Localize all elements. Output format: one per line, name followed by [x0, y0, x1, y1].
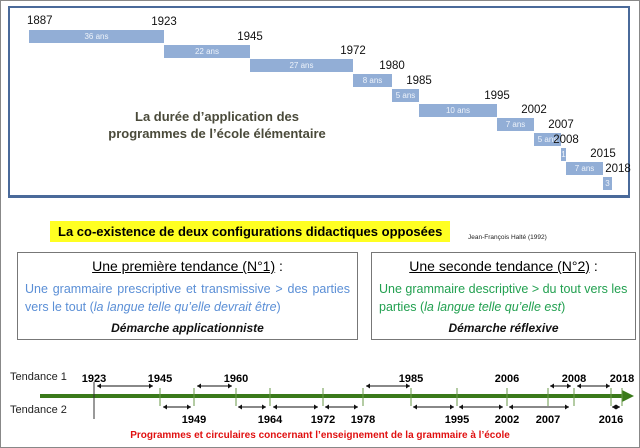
year-label: 1887 — [27, 15, 53, 27]
duration-bar: 5 ans — [392, 88, 419, 102]
arrowhead — [354, 404, 358, 410]
arrowhead — [238, 404, 242, 410]
top-year-label: 2018 — [610, 373, 634, 385]
tendance-2-title: Une seconde tendance (N°2) : — [409, 258, 598, 274]
bottom-year-label: 2016 — [599, 414, 623, 426]
duration-bar: 7 ans — [497, 118, 534, 132]
tendance-2-box: Une seconde tendance (N°2) : Une grammai… — [371, 252, 636, 340]
timeline-caption: Programmes et circulaires concernant l’e… — [130, 430, 510, 441]
durations-panel: 1887 36 ans 1923 22 ans 1945 27 ans 1972 8 ans 1… — [8, 6, 631, 198]
arrowhead — [577, 383, 581, 389]
year-label: 1995 — [484, 89, 510, 102]
duration-bar: 36 ans — [29, 30, 164, 43]
tendance-1-box: Une première tendance (N°1) : Une gramma… — [17, 252, 358, 340]
arrowhead — [163, 404, 167, 410]
top-year-label: 1960 — [224, 373, 248, 385]
arrowhead — [499, 404, 503, 410]
bottom-year-label: 1964 — [258, 414, 283, 426]
year-label: 2018 — [605, 163, 631, 175]
arrowhead — [366, 383, 370, 389]
panel-title: La durée d’application des programmes de… — [102, 108, 332, 142]
year-label: 1923 — [151, 16, 177, 28]
year-label: 2002 — [521, 104, 547, 117]
arrowhead — [406, 383, 410, 389]
year-label: 2015 — [590, 148, 616, 161]
duration-bar: 5 ans — [534, 132, 561, 146]
arrowhead — [459, 404, 463, 410]
citation: Jean-François Halté (1992) — [468, 234, 547, 241]
arrowhead — [262, 404, 266, 410]
arrowhead — [273, 404, 277, 410]
top-year-label: 1923 — [82, 373, 106, 385]
arrowhead — [450, 404, 454, 410]
top-year-label: 2006 — [495, 373, 519, 385]
arrowhead — [228, 383, 232, 389]
bottom-year-label: 1949 — [182, 414, 206, 426]
tendance-1-demarche: Démarche applicationniste — [111, 321, 264, 335]
year-label: 1980 — [379, 60, 405, 73]
bottom-year-label: 2007 — [536, 414, 560, 426]
top-year-label: 1985 — [399, 373, 423, 385]
year-label: 2007 — [548, 118, 574, 131]
arrowhead — [509, 404, 513, 410]
year-label: 1985 — [406, 74, 432, 87]
arrowhead — [325, 404, 329, 410]
tendance-2-text: Une grammaire descriptive > du tout vers… — [379, 282, 628, 314]
bottom-year-label: 1978 — [351, 414, 375, 426]
arrowhead — [606, 383, 610, 389]
title-line-2: programmes de l’école élémentaire — [108, 126, 326, 141]
arrowhead — [149, 383, 153, 389]
arrowhead — [97, 383, 101, 389]
duration-bar: 22 ans — [164, 44, 250, 58]
title-line-1: La durée d’application des — [135, 109, 299, 124]
tendance-2-label: Tendance 2 — [10, 404, 67, 416]
duration-bar: 10 ans — [419, 103, 497, 117]
arrowhead — [567, 383, 571, 389]
arrowhead — [612, 404, 616, 410]
arrowhead — [565, 404, 569, 410]
bottom-year-label: 2002 — [495, 414, 519, 426]
arrowhead — [550, 383, 554, 389]
year-label: 1972 — [340, 45, 366, 58]
tendance-1-title: Une première tendance (N°1) : — [92, 258, 283, 274]
year-label: 2008 — [553, 133, 579, 146]
arrowhead — [314, 404, 318, 410]
duration-bar: 7 ans — [566, 162, 603, 176]
tendance-1-label: Tendance 1 — [10, 371, 67, 383]
top-year-label: 1945 — [148, 373, 172, 385]
highlight-heading: La co-existence de deux configurations d… — [50, 221, 451, 242]
tendance-2-demarche: Démarche réflexive — [448, 321, 559, 335]
duration-bar: 1 — [561, 147, 566, 161]
arrowhead — [187, 404, 191, 410]
bottom-year-label: 1972 — [311, 414, 335, 426]
tendance-1-text: Une grammaire prescriptive et transmissi… — [25, 282, 350, 314]
year-label: 1945 — [237, 30, 263, 43]
arrowhead — [413, 404, 417, 410]
arrowhead — [616, 404, 620, 410]
duration-bar: 3 — [603, 177, 612, 190]
bottom-year-label: 1995 — [445, 414, 469, 426]
timeline-arrowhead — [622, 390, 634, 402]
top-year-label: 2008 — [562, 373, 586, 385]
duration-bar: 27 ans — [250, 59, 353, 73]
arrowhead — [197, 383, 201, 389]
duration-bar: 8 ans — [353, 74, 392, 88]
